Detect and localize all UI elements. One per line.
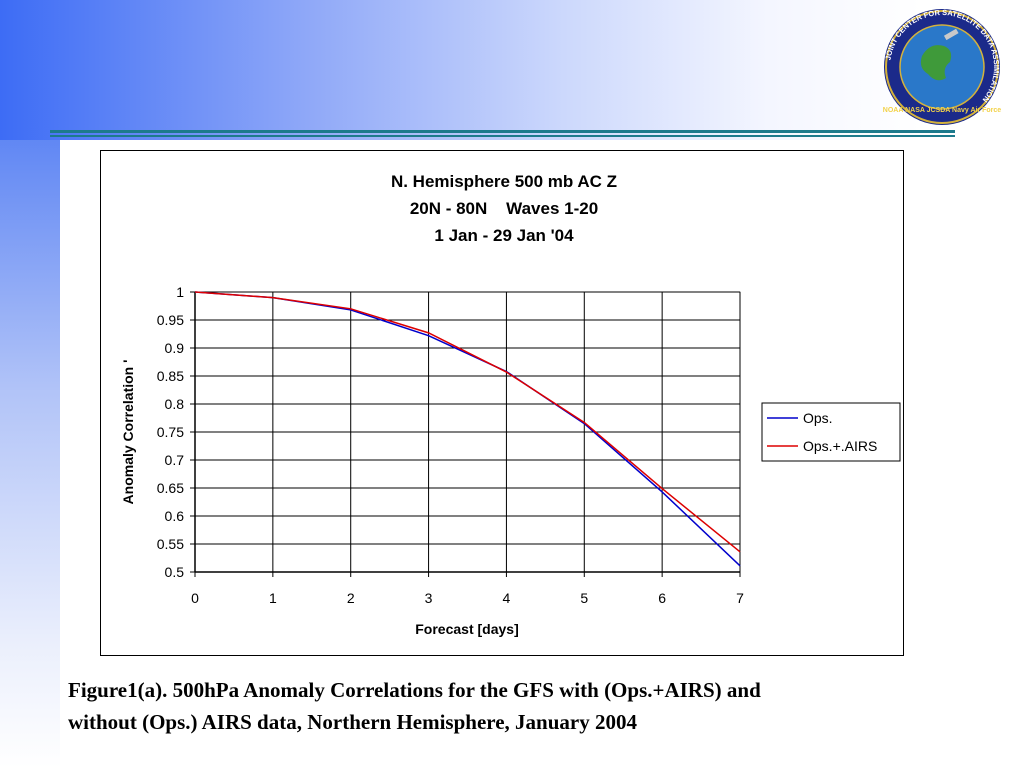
side-gradient [0, 140, 60, 768]
y-tick-label: 0.75 [157, 424, 184, 440]
y-tick-label: 0.7 [165, 452, 185, 468]
x-tick-label: 3 [425, 590, 433, 606]
x-axis-label: Forecast [days] [415, 621, 518, 637]
series-line-ops-airs [194, 291, 741, 553]
x-tick-labels: 0 1 2 3 4 5 6 7 [191, 590, 744, 606]
x-tick-label: 4 [503, 590, 511, 606]
figure-caption-line-1: Figure1(a). 500hPa Anomaly Correlations … [68, 678, 761, 702]
series-lines [194, 291, 741, 567]
y-tick-label: 0.8 [165, 396, 185, 412]
x-tick-label: 2 [347, 590, 355, 606]
header-rule [50, 130, 955, 140]
plot-grid [190, 291, 741, 577]
legend: Ops. Ops.+.AIRS [761, 402, 901, 462]
y-tick-label: 0.95 [157, 312, 184, 328]
x-tick-label: 7 [736, 590, 744, 606]
x-tick-label: 1 [269, 590, 277, 606]
header-rule-bottom [50, 135, 955, 137]
header-gradient [0, 0, 1024, 140]
chart-title-line-2: 20N - 80N Waves 1-20 [410, 199, 598, 218]
seal-bottom-text: NOAA NASA JCSDA Navy Air Force [883, 107, 1001, 114]
chart-title-line-1: N. Hemisphere 500 mb AC Z [391, 172, 617, 191]
chart-title-line-3: 1 Jan - 29 Jan '04 [434, 226, 574, 245]
seal-continent [920, 45, 952, 81]
y-tick-label: 0.9 [165, 340, 185, 356]
figure-caption: Figure1(a). 500hPa Anomaly Correlations … [68, 674, 968, 738]
y-tick-label: 0.85 [157, 368, 184, 384]
chart: N. Hemisphere 500 mb AC Z 20N - 80N Wave… [120, 172, 901, 637]
y-tick-label: 0.6 [165, 508, 185, 524]
y-tick-label: 0.65 [157, 480, 184, 496]
legend-label-ops-airs: Ops.+.AIRS [803, 438, 877, 454]
y-tick-labels: 0.5 0.55 0.6 0.65 0.7 0.75 0.8 0.85 0.9 0.95 1 [157, 284, 184, 580]
header-rule-top [50, 130, 955, 133]
y-tick-label: 0.55 [157, 536, 184, 552]
x-tick-label: 6 [658, 590, 666, 606]
y-tick-label: 0.5 [165, 564, 185, 580]
y-tick-label: 1 [176, 284, 184, 300]
seal-satellite [943, 28, 959, 41]
seal-gold-border [885, 10, 999, 124]
x-tick-label: 0 [191, 590, 199, 606]
legend-label-ops: Ops. [803, 410, 833, 426]
x-tick-label: 5 [580, 590, 588, 606]
y-axis-label: Anomaly Correlation ' [120, 360, 136, 505]
figure-caption-line-2: without (Ops.) AIRS data, Northern Hemis… [68, 710, 637, 734]
legend-box [761, 402, 901, 462]
jcsda-seal-icon: JOINT CENTER FOR SATELLITE DATA ASSIMILA… [883, 8, 1001, 125]
